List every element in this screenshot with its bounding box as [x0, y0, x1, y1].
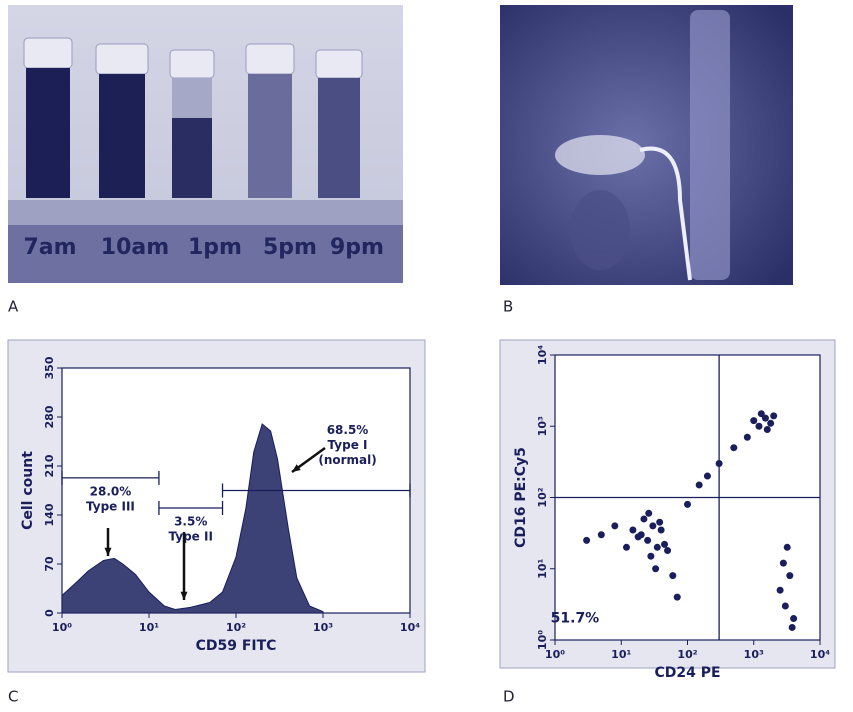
x-tick-label: 10³ [313, 621, 333, 634]
point [644, 537, 651, 544]
time-label: 9pm [330, 235, 384, 260]
gate-label: 3.5% [174, 515, 207, 529]
y-tick-label: 70 [43, 556, 56, 572]
y-tick-label: 210 [43, 454, 56, 477]
x-tick-label: 10⁴ [400, 621, 420, 634]
point [764, 426, 771, 433]
panel-label: D [503, 688, 515, 706]
y-tick-label: 10³ [536, 416, 549, 436]
point [744, 434, 751, 441]
gate-sublabel: Type II [169, 530, 213, 544]
point [674, 594, 681, 601]
photo-b [500, 5, 793, 285]
point [661, 541, 668, 548]
point [635, 533, 642, 540]
x-axis-label: CD59 FITC [196, 638, 277, 654]
point [767, 420, 774, 427]
point [777, 587, 784, 594]
y-tick-label: 0 [43, 609, 56, 617]
y-tick-label: 350 [43, 356, 56, 379]
point [790, 615, 797, 622]
figure: 7am 10am 1pm 5pm 9pm A B C D 10⁰ 10¹ 10² 10³ 10⁴… [0, 0, 853, 708]
point [649, 522, 656, 529]
gate-label: 68.5% [327, 423, 369, 437]
x-tick-label: 10⁰ [52, 621, 72, 634]
y-tick-label: 280 [43, 405, 56, 428]
x-tick-label: 10² [677, 648, 697, 661]
point [782, 603, 789, 610]
point [786, 572, 793, 579]
gate-sublabel: Type III [86, 499, 135, 513]
point [658, 526, 665, 533]
point [704, 473, 711, 480]
point [598, 531, 605, 538]
time-label: 5pm [263, 235, 317, 260]
point [664, 547, 671, 554]
gate-sublabel: Type I [328, 438, 368, 452]
point [652, 565, 659, 572]
point [647, 553, 654, 560]
panel-label: A [8, 298, 19, 316]
point [770, 412, 777, 419]
panel-label: C [8, 688, 18, 706]
y-tick-label: 140 [43, 503, 56, 526]
point [669, 572, 676, 579]
page: 7am 10am 1pm 5pm 9pm A B C D 10⁰ 10¹ 10² 10³ 10⁴… [0, 0, 853, 708]
gate-label: 28.0% [90, 484, 132, 498]
point [780, 560, 787, 567]
annotation: 51.7% [551, 611, 600, 627]
point [784, 544, 791, 551]
y-axis-label: Cell count [20, 451, 36, 530]
y-tick-label: 10⁴ [536, 345, 549, 365]
panel-label: B [503, 298, 513, 316]
point [611, 522, 618, 529]
point [583, 537, 590, 544]
time-label: 1pm [188, 235, 242, 260]
point [696, 481, 703, 488]
y-axis-label: CD16 PE:Cy5 [513, 447, 529, 548]
point [750, 417, 757, 424]
y-tick-label: 10⁰ [536, 630, 549, 650]
time-label: 7am [23, 235, 76, 260]
x-tick-label: 10¹ [139, 621, 159, 634]
point [789, 624, 796, 631]
point [758, 410, 765, 417]
point [645, 510, 652, 517]
x-tick-label: 10⁴ [810, 648, 830, 661]
x-tick-label: 10² [226, 621, 246, 634]
x-axis-label: CD24 PE [654, 665, 720, 681]
point [755, 423, 762, 430]
point [684, 501, 691, 508]
point [623, 544, 630, 551]
y-tick-label: 10¹ [536, 559, 549, 579]
x-tick-label: 10³ [744, 648, 764, 661]
x-tick-label: 10¹ [611, 648, 631, 661]
point [640, 515, 647, 522]
gate-note: (normal) [318, 453, 376, 467]
y-tick-label: 10² [536, 487, 549, 507]
point [654, 544, 661, 551]
point [629, 526, 636, 533]
point [730, 444, 737, 451]
point [656, 519, 663, 526]
time-label: 10am [101, 235, 169, 260]
